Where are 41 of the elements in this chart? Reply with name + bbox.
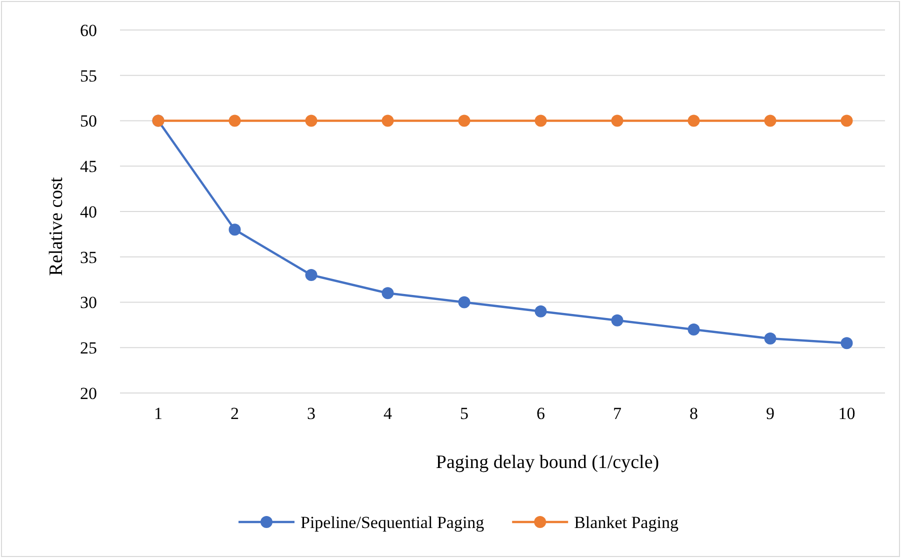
x-tick-label: 4 xyxy=(384,404,392,423)
y-tick-label: 40 xyxy=(80,202,97,222)
y-tick-label: 35 xyxy=(80,248,97,267)
legend-label: Blanket Paging xyxy=(574,512,679,532)
y-axis-title: Relative cost xyxy=(46,176,67,276)
point xyxy=(382,114,394,127)
point xyxy=(688,114,700,127)
y-tick-label: 60 xyxy=(80,20,97,40)
point xyxy=(840,337,853,350)
point xyxy=(611,314,624,326)
point xyxy=(382,287,394,300)
point xyxy=(764,332,776,345)
point xyxy=(228,114,241,127)
point xyxy=(534,305,547,318)
x-tick-label: 9 xyxy=(766,404,774,423)
x-tick-label: 1 xyxy=(154,404,162,423)
x-tick-label: 8 xyxy=(690,404,698,423)
y-tick-label: 20 xyxy=(80,384,97,403)
point xyxy=(534,114,547,127)
point xyxy=(764,114,776,127)
legend-label: Pipeline/Sequential Paging xyxy=(300,512,485,532)
x-tick-label: 7 xyxy=(613,404,622,423)
x-tick-label: 10 xyxy=(838,404,856,423)
x-tick-label: 6 xyxy=(536,404,545,423)
y-tick-label: 25 xyxy=(80,338,97,358)
point xyxy=(688,323,700,336)
x-tick-label: 5 xyxy=(460,404,468,423)
y-tick-label: 45 xyxy=(80,157,97,176)
x-tick-label: 2 xyxy=(230,404,239,423)
y-tick-label: 30 xyxy=(80,293,97,312)
point xyxy=(305,269,318,282)
point xyxy=(840,114,853,127)
point xyxy=(458,114,470,127)
point xyxy=(228,224,241,236)
y-tick-label: 55 xyxy=(80,66,97,86)
point xyxy=(305,114,318,127)
y-tick-label: 50 xyxy=(80,112,97,131)
point xyxy=(458,296,470,308)
x-axis-title: Paging delay bound (1/cycle) xyxy=(436,452,660,473)
x-tick-label: 3 xyxy=(307,404,316,423)
point xyxy=(611,114,624,127)
